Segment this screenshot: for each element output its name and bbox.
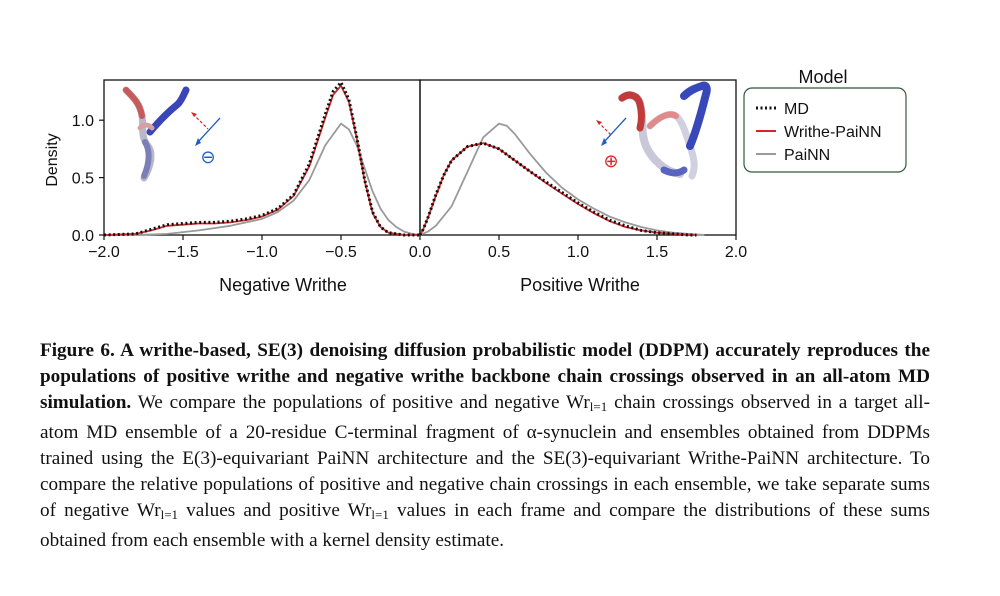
caption-title: Figure 6. A writhe-based, SE(3) denoisin… bbox=[40, 340, 930, 413]
series-line-painn-panel-2 bbox=[419, 122, 705, 236]
left-inset-crossing-icon bbox=[191, 112, 221, 146]
y-tick-label: 0.0 bbox=[72, 228, 94, 245]
legend-entry-md: MD bbox=[756, 101, 809, 118]
plot-layer bbox=[103, 80, 705, 237]
caption-text-1: We compare the populations of positive a… bbox=[131, 392, 567, 413]
caption-text-3: values and positive bbox=[178, 500, 348, 521]
writhe-density-figure: −2.0 −1.5 −1.0 −0.5 0.0 0.5 1.0 1.5 2.0 0.0 0.5 1.0… bbox=[44, 67, 907, 295]
caption-wr-1: Wr bbox=[566, 392, 590, 413]
figure-caption: Figure 6. A writhe-based, SE(3) denoisin… bbox=[40, 338, 930, 554]
y-tick-label: 0.5 bbox=[72, 171, 94, 188]
left-xlabel: Negative Writhe bbox=[219, 275, 347, 295]
right-inset-molecule bbox=[618, 81, 711, 180]
series-line-writhe-painn-panel-2 bbox=[419, 142, 697, 236]
y-axis-label: Density bbox=[44, 133, 61, 186]
right-xlabel: Positive Writhe bbox=[520, 275, 640, 295]
caption-wr-sub-2: l=1 bbox=[160, 507, 179, 522]
caption-wr-sub-1: l=1 bbox=[589, 399, 608, 414]
legend-label-painn: PaiNN bbox=[784, 147, 830, 164]
x-tick-label: 0.0 bbox=[409, 244, 431, 261]
caption-text-4: values in each frame and compare the dis… bbox=[40, 500, 930, 551]
right-panel-frame bbox=[419, 79, 737, 236]
right-inset-crossing-icon bbox=[596, 117, 627, 146]
x-tick-label: 1.5 bbox=[646, 244, 668, 261]
legend-entry-writhe-painn: Writhe-PaiNN bbox=[756, 124, 882, 141]
x-tick-label: −0.5 bbox=[325, 244, 357, 261]
legend-label-writhe-painn: Writhe-PaiNN bbox=[784, 124, 882, 141]
caption-wr-3: Wr bbox=[347, 500, 372, 521]
legend-box bbox=[743, 87, 907, 173]
right-inset-sign: ⊕ bbox=[603, 151, 618, 172]
caption-wr-sub-3: l=1 bbox=[371, 507, 389, 522]
x-tick-label: 0.5 bbox=[488, 244, 510, 261]
x-tick-label: −1.0 bbox=[246, 244, 278, 261]
legend-entry-painn: PaiNN bbox=[756, 147, 830, 164]
x-tick-label: −2.0 bbox=[88, 244, 120, 261]
series-line-painn-panel-1 bbox=[104, 122, 421, 236]
legend-label-md: MD bbox=[784, 101, 809, 118]
caption-text-2: chain crossings observed in a target all… bbox=[40, 392, 930, 521]
x-tick-label: 2.0 bbox=[725, 244, 747, 261]
x-tick-label: −1.5 bbox=[167, 244, 199, 261]
left-inset-sign: ⊖ bbox=[200, 147, 215, 168]
legend-title: Model bbox=[798, 67, 847, 87]
y-tick-label: 1.0 bbox=[72, 113, 94, 130]
left-inset-molecule bbox=[122, 86, 190, 182]
caption-wr-2: Wr bbox=[136, 500, 161, 521]
x-tick-label: 1.0 bbox=[567, 244, 589, 261]
series-line-writhe-painn-panel-1 bbox=[103, 84, 420, 236]
tick-layer: −2.0 −1.5 −1.0 −0.5 0.0 0.5 1.0 1.5 2.0 0.0 0.5 1.0 bbox=[72, 113, 747, 261]
